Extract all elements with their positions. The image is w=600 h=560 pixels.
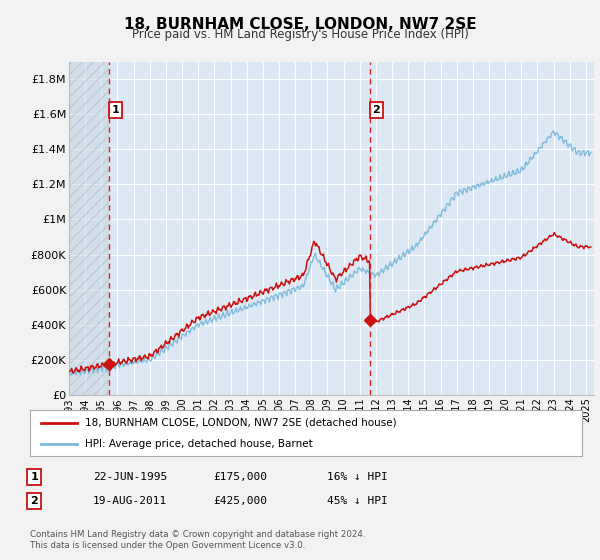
Text: Contains HM Land Registry data © Crown copyright and database right 2024.: Contains HM Land Registry data © Crown c…	[30, 530, 365, 539]
Text: 2: 2	[373, 105, 380, 115]
Text: 16% ↓ HPI: 16% ↓ HPI	[327, 472, 388, 482]
Bar	[69, 62, 109, 395]
Text: 19-AUG-2011: 19-AUG-2011	[93, 496, 167, 506]
Text: £175,000: £175,000	[213, 472, 267, 482]
Text: 2: 2	[31, 496, 38, 506]
Text: 45% ↓ HPI: 45% ↓ HPI	[327, 496, 388, 506]
Text: 1: 1	[31, 472, 38, 482]
Text: 18, BURNHAM CLOSE, LONDON, NW7 2SE: 18, BURNHAM CLOSE, LONDON, NW7 2SE	[124, 17, 476, 32]
Text: £425,000: £425,000	[213, 496, 267, 506]
Text: 18, BURNHAM CLOSE, LONDON, NW7 2SE (detached house): 18, BURNHAM CLOSE, LONDON, NW7 2SE (deta…	[85, 418, 397, 428]
Text: HPI: Average price, detached house, Barnet: HPI: Average price, detached house, Barn…	[85, 439, 313, 449]
Text: 1: 1	[112, 105, 119, 115]
Text: Price paid vs. HM Land Registry's House Price Index (HPI): Price paid vs. HM Land Registry's House …	[131, 28, 469, 41]
Text: 22-JUN-1995: 22-JUN-1995	[93, 472, 167, 482]
Text: This data is licensed under the Open Government Licence v3.0.: This data is licensed under the Open Gov…	[30, 541, 305, 550]
